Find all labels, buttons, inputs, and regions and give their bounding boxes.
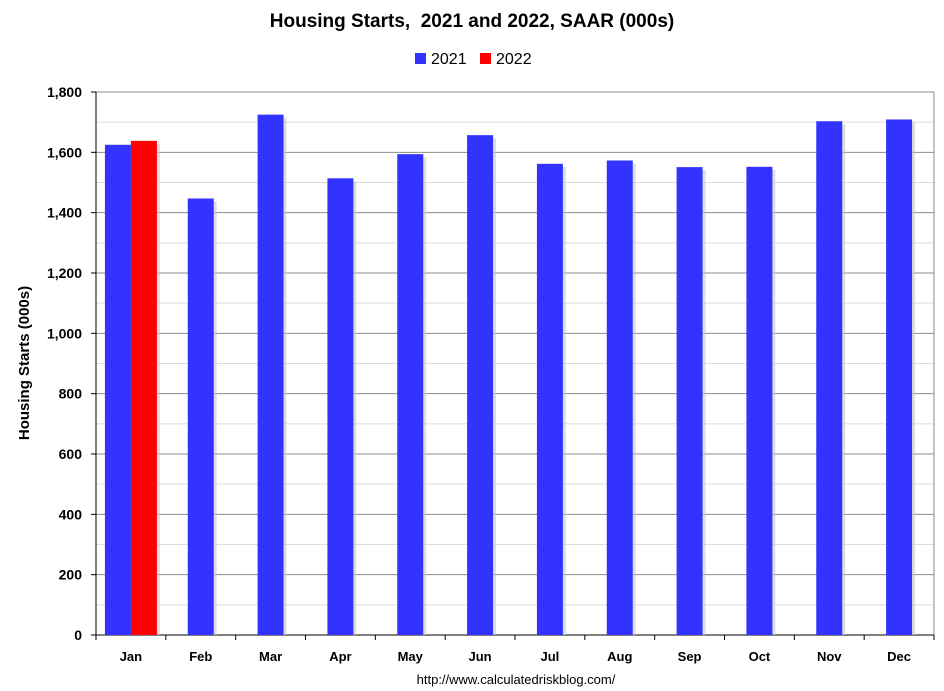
legend-swatch-2022 [480,53,491,64]
y-tick-label: 400 [59,506,83,522]
bar-2021-aug [606,160,633,635]
x-tick-label: Jul [541,649,560,664]
y-tick-label: 1,800 [47,84,82,100]
y-tick-label: 1,000 [47,325,82,341]
y-tick-label: 0 [74,627,82,643]
x-tick-label: Dec [887,649,911,664]
gridlines [96,91,935,635]
bar-2021-jan [104,144,131,635]
x-tick-label: Jan [120,649,142,664]
bar-2021-feb [187,198,214,635]
bar-2022-jan [130,140,157,635]
bar-2021-oct [746,166,773,635]
y-tick-label: 1,400 [47,205,82,221]
bars [104,114,916,636]
bar-2021-dec [886,119,913,636]
y-tick-label: 800 [59,386,83,402]
x-tick-label: Sep [678,649,702,664]
y-tick-label: 1,200 [47,265,82,281]
y-axis-label: Housing Starts (000s) [16,286,33,440]
y-tick-label: 1,600 [47,144,82,160]
y-axis-ticks: 0 200 400 600 800 1,000 1,200 1,400 1,600 1,800 [47,84,96,643]
x-tick-label: Jun [469,649,492,664]
bar-2021-may [397,154,424,636]
x-tick-label: May [398,649,424,664]
legend-label-2022: 2022 [496,51,532,68]
x-tick-label: Aug [607,649,632,664]
chart-title: Housing Starts, 2021 and 2022, SAAR (000… [270,11,674,32]
x-tick-label: Oct [749,649,771,664]
y-tick-label: 600 [59,446,83,462]
x-tick-label: Nov [817,649,842,664]
x-tick-label: Feb [189,649,212,664]
x-tick-label: Mar [259,649,282,664]
bar-2021-jun [467,135,494,635]
bar-2021-jul [536,163,563,635]
legend-swatch-2021 [415,53,426,64]
bar-2021-mar [257,114,284,635]
legend-label-2021: 2021 [431,51,467,68]
source-url: http://www.calculatedriskblog.com/ [417,672,616,687]
bar-2021-sep [676,167,703,636]
bar-2021-nov [816,121,843,636]
x-tick-label: Apr [329,649,351,664]
y-tick-label: 200 [59,567,83,583]
bar-2021-apr [327,178,354,635]
legend: 2021 2022 [415,51,532,68]
x-axis-ticks: Jan Feb Mar Apr May Jun Jul Aug Sep Oct Nov Dec [95,635,935,664]
